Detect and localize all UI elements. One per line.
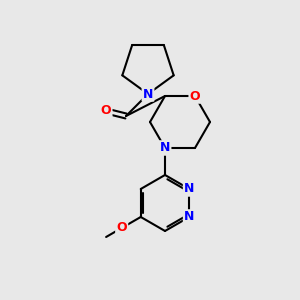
- Text: N: N: [184, 182, 194, 196]
- Text: O: O: [116, 221, 127, 235]
- Text: N: N: [160, 142, 170, 154]
- Text: O: O: [101, 104, 111, 118]
- Text: O: O: [190, 89, 200, 103]
- Text: N: N: [184, 211, 194, 224]
- Text: N: N: [143, 88, 153, 100]
